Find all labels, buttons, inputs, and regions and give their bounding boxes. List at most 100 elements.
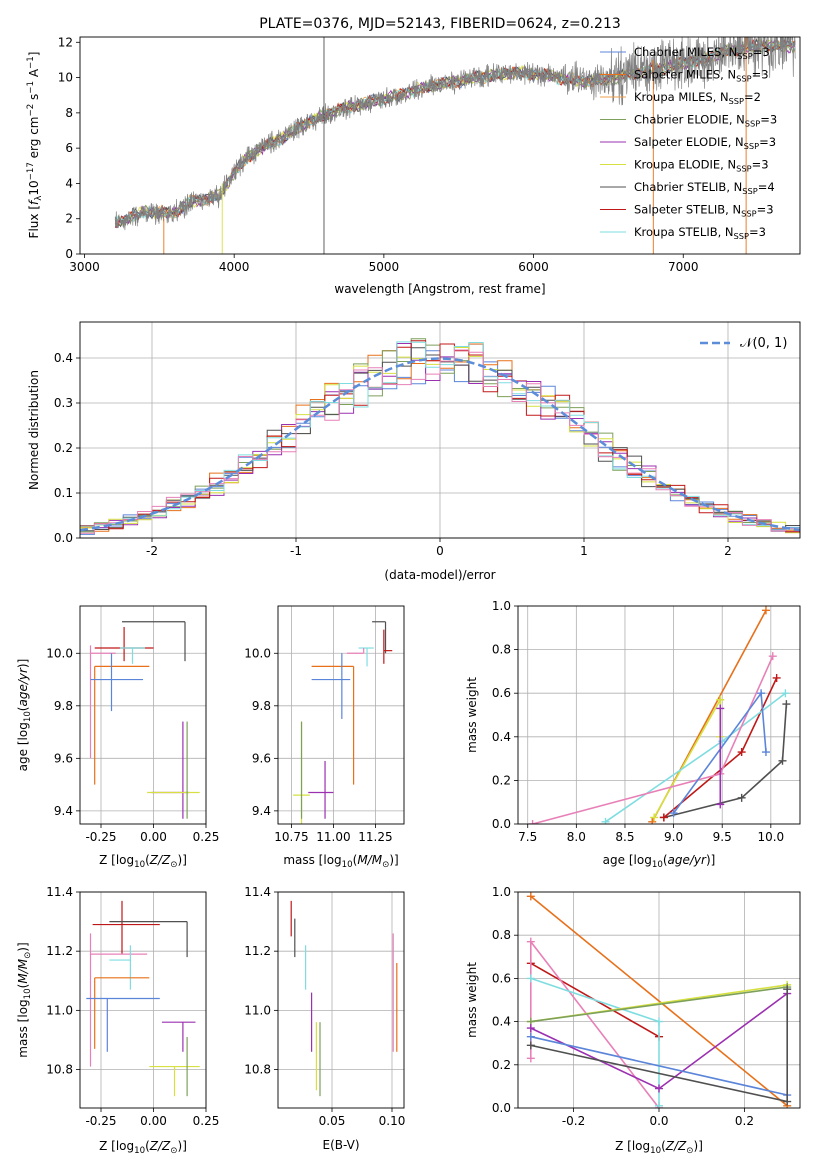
y-tick-label: 0 (65, 247, 73, 261)
errorbar-point (346, 648, 365, 654)
series-path (530, 977, 660, 1106)
errorbar-point (94, 977, 150, 1049)
x-tick-label: 7.5 (518, 830, 537, 844)
series-line (526, 937, 663, 1108)
legend-entry: Chabrier MILES, NSSP​=3 (634, 45, 770, 61)
histogram-step (80, 349, 800, 538)
errorbar-point (383, 629, 393, 664)
x-tick-label: 8.5 (615, 830, 634, 844)
x-tick-label: 0.2 (735, 1114, 754, 1128)
axes-mass_vs_ebv: 0.05 0.10 10.8 11.0 11.2 11.4 (244, 885, 405, 1128)
plot-area-mass_vs_Z (86, 900, 200, 1097)
x-tick-label: 10.0 (757, 830, 784, 844)
y-tick-label: 10 (58, 71, 73, 85)
y-tick-label: 0.2 (492, 773, 511, 787)
text-span: )] (389, 853, 398, 867)
text-span: 10 (23, 711, 33, 722)
series-path (653, 696, 722, 818)
plot-area-mass_weight_vs_Z (526, 892, 792, 1108)
text-span: f (27, 199, 41, 205)
errorbar-point (372, 621, 387, 654)
plot-area-age_vs_Z (89, 621, 200, 819)
text-span: Kroupa STELIB, N (634, 225, 734, 239)
y-tick-label: 1.0 (492, 599, 511, 613)
x-axis-label: mass [log10​(M/M⊙​)] (283, 853, 398, 870)
text-span: ( (145, 853, 150, 867)
plot-area-age_vs_mass (293, 621, 393, 824)
text-span: 10 (650, 1146, 661, 1156)
y-tick-label: 11.0 (244, 1003, 271, 1017)
y-axis-label: Flux [fλ​10−17​ erg cm−2​ s−1​ A−1​] (26, 52, 44, 239)
x-tick-label: 0 (436, 544, 444, 558)
text-span: age [log (16, 722, 30, 771)
y-tick-label: 0.1 (54, 486, 73, 500)
text-span: ] (27, 52, 41, 57)
y-tick-label: 9.8 (54, 699, 73, 713)
axes-age_vs_Z: -0.25 0.00 0.25 9.4 9.6 9.8 10.0 (46, 605, 219, 844)
text-span: )] (16, 942, 30, 951)
x-tick-label: 3000 (69, 260, 100, 274)
text-span: SSP (744, 141, 759, 151)
data-point-marker (526, 1024, 535, 1033)
text-span: Z [log (99, 853, 134, 867)
text-span: SSP (729, 96, 744, 106)
x-tick-label: 11.25 (358, 830, 392, 844)
y-tick-label: 0.4 (492, 1015, 511, 1029)
text-span: )] (694, 1139, 703, 1153)
x-tick-label: 6000 (518, 260, 549, 274)
text-span: 10 (652, 860, 663, 870)
errorbar-point (92, 900, 160, 955)
y-tick-label: 9.6 (252, 751, 271, 765)
text-span: =3 (757, 203, 774, 217)
y-tick-label: 8 (65, 106, 73, 120)
y-tick-label: 9.4 (54, 804, 73, 818)
axes-frame (277, 891, 405, 1109)
y-tick-label: 10.0 (244, 646, 271, 660)
x-tick-label: 1 (580, 544, 588, 558)
data-point-marker (716, 800, 725, 809)
text-span: ( (16, 984, 30, 989)
data-point-marker (659, 813, 668, 822)
errorbar-point (119, 647, 146, 664)
data-point-marker (526, 974, 535, 983)
y-tick-label: 11.4 (244, 885, 271, 899)
data-point-marker (761, 606, 770, 615)
series-line (526, 985, 792, 1106)
text-span: 10 (134, 860, 145, 870)
series-line (648, 606, 770, 824)
text-span: ( (661, 1139, 666, 1153)
data-point-marker (526, 1041, 535, 1050)
x-tick-label: 9.5 (713, 830, 732, 844)
data-point-marker (783, 985, 792, 994)
text-span: ( (353, 853, 358, 867)
text-span: ⊙ (686, 1146, 693, 1156)
plot-area-residuals (80, 338, 800, 538)
y-axis-label: mass weight (465, 677, 479, 753)
text-span: −1 (26, 81, 36, 94)
data-point-marker (648, 817, 657, 824)
data-point-marker (768, 652, 777, 661)
data-point-marker (526, 937, 535, 946)
legend-entry: Salpeter STELIB, NSSP​=3 (634, 203, 774, 219)
legend-entry: Salpeter ELODIE, NSSP​=3 (634, 135, 776, 151)
series-path (530, 1035, 788, 1096)
data-point-marker (650, 813, 659, 822)
series-path (663, 704, 788, 819)
data-point-marker (757, 689, 766, 698)
errorbar-point (109, 945, 131, 990)
text-span: M/M (16, 958, 30, 983)
series-line (669, 689, 770, 818)
text-span: mass [log (283, 853, 341, 867)
text-span: λ (34, 196, 44, 201)
text-span: )] (178, 853, 187, 867)
text-span: Z/Z (149, 1139, 171, 1153)
data-point-marker (526, 892, 535, 901)
data-point-marker (737, 793, 746, 802)
text-span: −2 (26, 104, 36, 117)
text-span: =3 (752, 158, 769, 172)
y-tick-label: 0.6 (492, 686, 511, 700)
y-axis-label: Normed distribution (27, 370, 41, 490)
plot-area-mass_vs_ebv (290, 900, 398, 1097)
text-span: Salpeter MILES, N (634, 68, 736, 82)
series-line (528, 652, 777, 824)
